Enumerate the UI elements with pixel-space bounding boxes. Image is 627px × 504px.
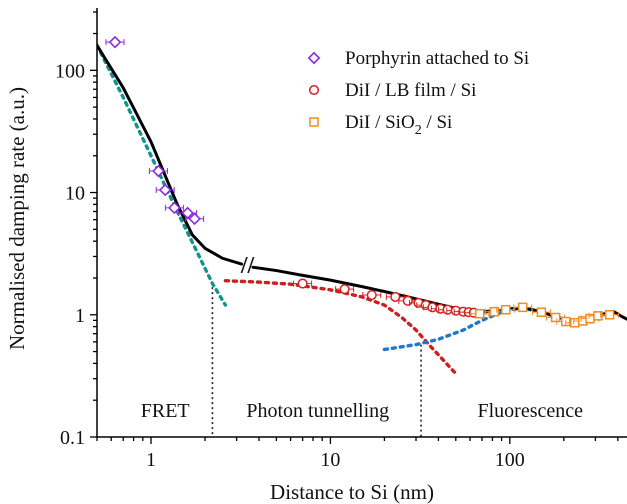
legend-label: DiI / SiO2 / Si [345,112,452,138]
porphyrin-attached-to-si-point [181,206,194,220]
legend-marker-circle [308,84,320,96]
y-axis-title: Normalised damping rate (a.u.) [5,87,29,350]
x-tick-label: 100 [495,449,525,471]
dii-lb-film-si-point [366,289,377,301]
legend: Porphyrin attached to Si DiI / LB film / … [307,48,529,138]
region-label-photon-tunnelling: Photon tunnelling [246,400,389,422]
dii-sio2-si-point [517,302,528,313]
legend-marker-square [309,117,319,127]
dii-lb-film-si-point [402,295,413,306]
dii-sio2-si-point [604,310,615,320]
porphyrin-attached-to-si-point [168,201,181,215]
legend-label: DiI / LB film / Si [345,80,476,101]
dii-sio2-si-point [501,304,511,315]
y-tick-label: 0.1 [60,427,85,449]
axis-break-marker: // [240,253,255,279]
dii-lb-film-si-point [339,284,350,295]
plot-area: // [97,35,627,437]
model-total-curve [97,43,244,266]
y-tick-label: 100 [55,60,85,82]
dii-sio2-si-point [550,312,561,323]
dii-lb-film-si-point [390,291,401,302]
axes: 1 10 100 0.1 1 10 100 [55,8,627,471]
region-label-fluorescence: Fluorescence [477,400,583,422]
porphyrin-attached-to-si-point [152,164,165,178]
dii-sio2-si-point [593,311,603,321]
dii-sio2-si-point [569,318,580,328]
x-tick-label: 10 [320,449,340,471]
x-axis-title: Distance to Si (nm) [270,480,434,504]
dii-lb-film-si-point [442,304,453,315]
y-tick-label: 1 [75,305,85,327]
dii-lb-film-si-point [427,302,438,313]
photon-tunnelling-curve [223,279,458,376]
porphyrin-attached-to-si-point [188,212,201,226]
dii-sio2-si-point [475,308,485,319]
dii-sio2-si-point [536,307,547,317]
legend-label: Porphyrin attached to Si [345,48,529,69]
fret-curve [97,43,228,307]
dii-sio2-si-point [489,306,500,317]
porphyrin-attached-to-si-point [158,183,172,197]
y-tick-label: 10 [65,183,85,205]
x-tick-label: 1 [146,449,156,471]
region-label-fret: FRET [141,400,190,422]
legend-marker-diamond [307,51,321,65]
labels: Distance to Si (nm) Normalised damping ra… [5,87,583,504]
porphyrin-attached-to-si-point [108,35,122,49]
dii-lb-film-si-point [297,278,308,289]
